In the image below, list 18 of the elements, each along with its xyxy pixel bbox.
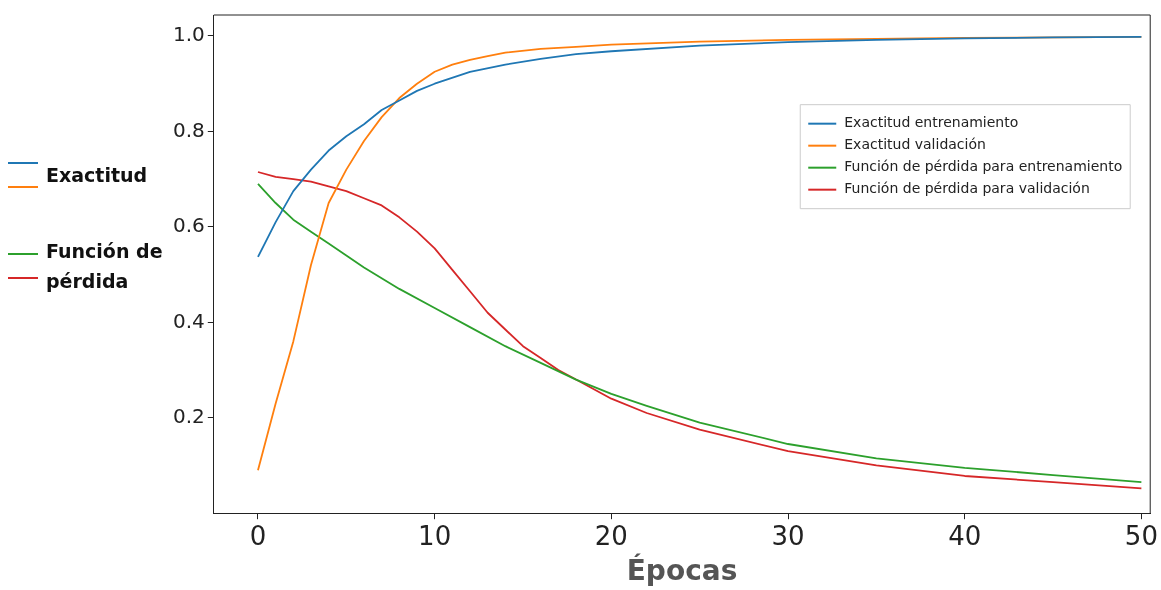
y-tick-label: 0.8 (172, 117, 205, 142)
y-tick-label: 1.0 (172, 22, 205, 47)
x-axis-title: Épocas (626, 553, 738, 588)
x-tick-label: 30 (771, 520, 805, 551)
legend-label: Función de pérdida para entrenamiento (844, 158, 1123, 175)
y-tick-label: 0.4 (172, 308, 205, 333)
legend-label: Exactitud validación (844, 136, 986, 153)
y-tick-label: 0.6 (172, 213, 205, 238)
legend-label: Exactitud entrenamiento (844, 114, 1019, 131)
x-tick-label: 50 (1124, 520, 1158, 551)
x-tick-label: 0 (249, 520, 267, 551)
legend-label: Función de pérdida para validación (844, 180, 1090, 197)
x-tick-label: 10 (418, 520, 452, 551)
y-tick-label: 0.2 (172, 403, 205, 428)
x-tick-label: 20 (594, 520, 628, 551)
text: Función de pérdida (46, 239, 164, 294)
x-tick-label: 40 (948, 520, 982, 551)
text: Exactitud (46, 163, 149, 188)
